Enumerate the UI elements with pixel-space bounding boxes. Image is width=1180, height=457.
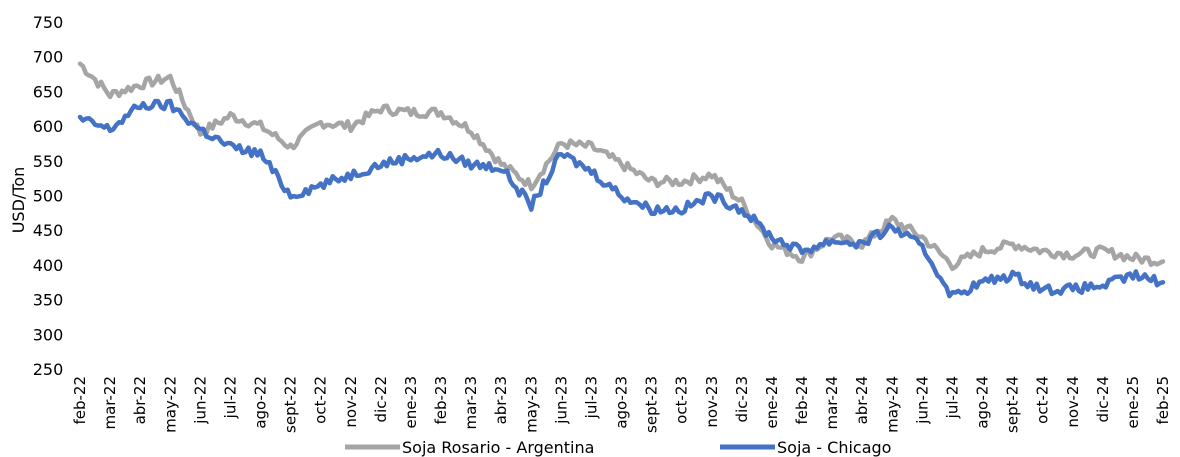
y-tick-label: 550	[33, 152, 64, 171]
x-tick-label: may-24	[883, 376, 901, 433]
y-tick-label: 300	[33, 325, 64, 344]
x-tick-label: oct-23	[673, 376, 691, 424]
y-tick-label: 500	[33, 187, 64, 206]
x-tick-label: abr-23	[492, 376, 510, 424]
x-tick-label: abr-22	[131, 376, 149, 424]
x-tick-label: abr-24	[853, 376, 871, 424]
x-tick-label: dic-22	[372, 376, 390, 422]
series-line-soja-rosario	[77, 61, 1166, 272]
x-tick-label: feb-24	[793, 376, 811, 425]
x-tick-label: ago-24	[974, 376, 992, 429]
x-tick-label: nov-22	[342, 376, 360, 428]
y-tick-label: 350	[33, 291, 64, 310]
x-tick-label: ene-24	[763, 376, 781, 428]
y-tick-label: 650	[33, 82, 64, 101]
x-tick-label: oct-22	[312, 376, 330, 424]
x-tick-label: nov-24	[1064, 376, 1082, 428]
x-tick-label: jun-23	[552, 376, 570, 425]
x-tick-label: sept-22	[282, 376, 300, 433]
x-tick-label: mar-24	[823, 376, 841, 430]
y-tick-label: 250	[33, 360, 64, 379]
y-axis-title: USD/Ton	[9, 167, 28, 234]
y-axis: 250 300 350 400 450 500 550 600 650 700 750	[33, 13, 64, 379]
y-tick-label: 750	[33, 13, 64, 32]
x-tick-label: jun-22	[191, 376, 209, 425]
x-tick-label: oct-24	[1034, 376, 1052, 424]
x-tick-label: sept-23	[643, 376, 661, 433]
x-tick-label: ene-25	[1124, 376, 1142, 428]
series-line-soja-chicago	[77, 98, 1166, 299]
x-tick-label: feb-25	[1154, 376, 1172, 425]
x-tick-label: mar-22	[101, 376, 119, 430]
x-tick-label: feb-23	[432, 376, 450, 425]
y-tick-label: 700	[33, 48, 64, 67]
x-tick-label: dic-24	[1094, 376, 1112, 422]
x-tick-label: mar-23	[462, 376, 480, 430]
y-tick-label: 600	[33, 117, 64, 136]
x-tick-label: feb-22	[71, 376, 89, 425]
x-axis: feb-22 mar-22 abr-22 may-22 jun-22 jul-22 ago-…	[71, 376, 1172, 433]
legend: Soja Rosario - Argentina Soja - Chicago	[345, 438, 891, 457]
x-tick-label: dic-23	[733, 376, 751, 422]
x-tick-label: sept-24	[1004, 376, 1022, 433]
x-tick-label: jun-24	[913, 376, 931, 425]
legend-label: Soja Rosario - Argentina	[402, 438, 594, 457]
x-tick-label: ago-23	[613, 376, 631, 429]
x-tick-label: ago-22	[252, 376, 270, 429]
x-tick-label: ene-23	[402, 376, 420, 428]
legend-label: Soja - Chicago	[777, 438, 891, 457]
x-tick-label: may-23	[522, 376, 540, 433]
x-tick-label: jul-22	[221, 376, 239, 419]
plot-area	[77, 61, 1166, 299]
x-tick-label: jul-23	[582, 376, 600, 419]
y-tick-label: 450	[33, 221, 64, 240]
x-tick-label: jul-24	[943, 376, 961, 419]
y-tick-label: 400	[33, 256, 64, 275]
x-tick-label: nov-23	[703, 376, 721, 428]
x-tick-label: may-22	[161, 376, 179, 433]
